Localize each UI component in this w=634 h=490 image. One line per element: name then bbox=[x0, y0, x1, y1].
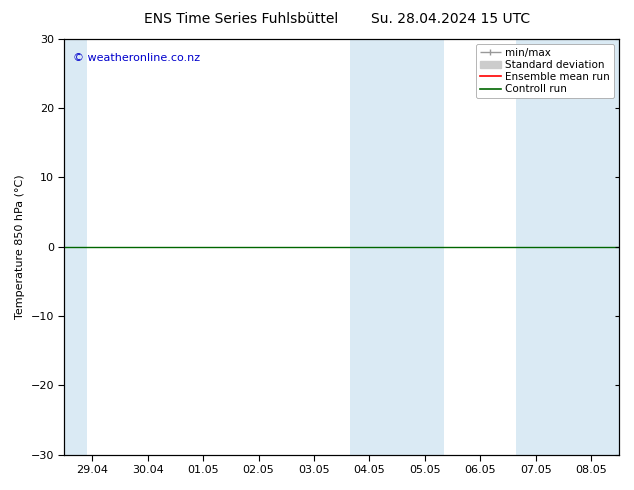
Bar bbox=[350, 39, 444, 455]
Text: Su. 28.04.2024 15 UTC: Su. 28.04.2024 15 UTC bbox=[371, 12, 529, 26]
Text: © weatheronline.co.nz: © weatheronline.co.nz bbox=[73, 53, 200, 63]
Legend: min/max, Standard deviation, Ensemble mean run, Controll run: min/max, Standard deviation, Ensemble me… bbox=[476, 44, 614, 98]
Bar bbox=[517, 39, 619, 455]
Bar bbox=[65, 39, 87, 455]
Y-axis label: Temperature 850 hPa (°C): Temperature 850 hPa (°C) bbox=[15, 174, 25, 319]
Text: ENS Time Series Fuhlsbüttel: ENS Time Series Fuhlsbüttel bbox=[144, 12, 338, 26]
